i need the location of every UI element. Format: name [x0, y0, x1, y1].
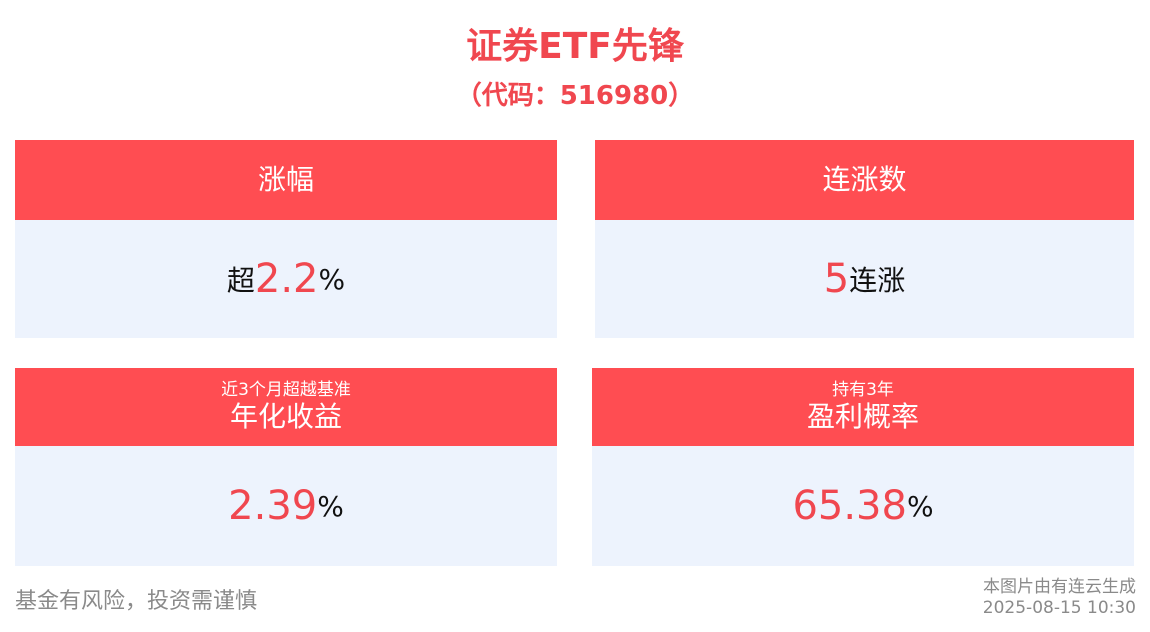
- profit-value: 65.38: [792, 483, 907, 529]
- gain-card-body: 超 2.2%: [15, 220, 557, 338]
- annualized-card-header: 近3个月超越基准 年化收益: [15, 368, 557, 446]
- profit-card-title: 盈利概率: [806, 400, 919, 433]
- gain-card: 涨幅 超 2.2%: [15, 140, 557, 338]
- profit-unit: %: [906, 489, 934, 523]
- annualized-card-subtitle: 近3个月超越基准: [221, 380, 351, 400]
- annualized-return-card: 近3个月超越基准 年化收益 2.39%: [15, 368, 557, 566]
- fund-code: （代码：516980）: [455, 81, 695, 111]
- gain-card-title: 涨幅: [257, 163, 314, 196]
- generation-timestamp: 2025-08-15 10:30: [982, 598, 1136, 618]
- streak-value: 5: [823, 256, 850, 302]
- streak-card: 连涨数 5 连涨: [595, 140, 1134, 338]
- gain-card-header: 涨幅: [15, 140, 557, 220]
- streak-card-header: 连涨数: [595, 140, 1134, 220]
- page-title: 证券ETF先锋: [466, 26, 684, 67]
- streak-card-body: 5 连涨: [595, 220, 1134, 338]
- profit-card-body: 65.38%: [592, 446, 1134, 566]
- generated-by-text: 本图片由有连云生成: [983, 577, 1136, 597]
- annualized-value: 2.39: [228, 483, 318, 529]
- gain-value: 2.2: [254, 256, 319, 302]
- risk-disclaimer: 基金有风险，投资需谨慎: [15, 589, 258, 614]
- profit-card-header: 持有3年 盈利概率: [592, 368, 1134, 446]
- annualized-unit: %: [317, 489, 344, 523]
- gain-unit: %: [318, 262, 346, 296]
- annualized-card-body: 2.39%: [15, 446, 557, 566]
- gain-prefix: 超: [226, 264, 255, 297]
- profit-probability-card: 持有3年 盈利概率 65.38%: [592, 368, 1134, 566]
- generation-info: 本图片由有连云生成 2025-08-15 10:30: [983, 577, 1136, 619]
- annualized-card-title: 年化收益: [229, 400, 342, 433]
- streak-card-title: 连涨数: [822, 163, 907, 196]
- profit-card-subtitle: 持有3年: [832, 380, 894, 400]
- streak-suffix: 连涨: [849, 264, 906, 297]
